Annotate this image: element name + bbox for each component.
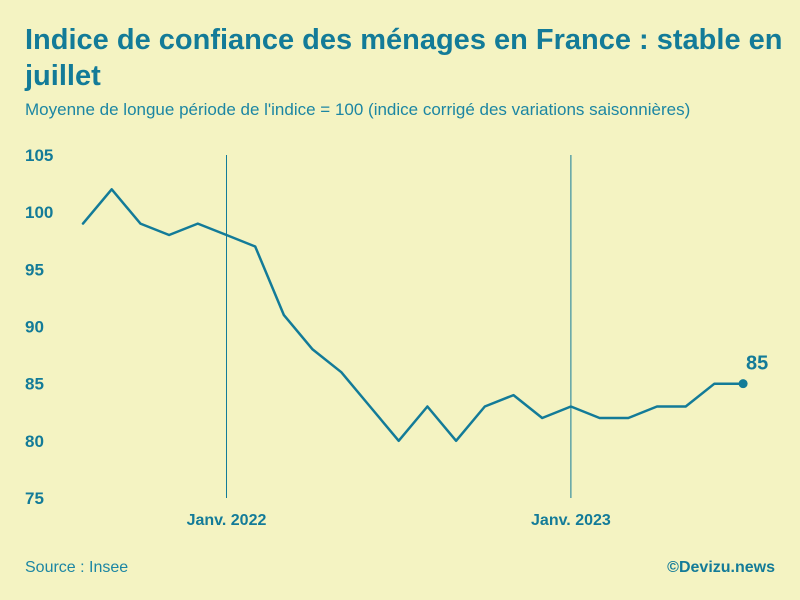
end-point-marker (738, 379, 748, 389)
chart-title: Indice de confiance des ménages en Franc… (25, 24, 783, 92)
y-tick-label: 80 (25, 432, 44, 451)
y-tick-label: 100 (25, 203, 53, 222)
y-tick-label: 75 (25, 489, 44, 508)
y-tick-label: 85 (25, 375, 44, 394)
x-tick-label: Janv. 2022 (187, 512, 267, 529)
end-value-label: 85 (746, 353, 768, 375)
x-tick-label: Janv. 2023 (531, 512, 611, 529)
chart-subtitle: Moyenne de longue période de l'indice = … (25, 100, 691, 119)
series-line (81, 188, 745, 443)
y-tick-label: 95 (25, 260, 44, 279)
brand-credit: ©Devizu.news (667, 559, 775, 576)
y-tick-label: 90 (25, 318, 44, 337)
y-tick-label: 105 (25, 146, 53, 165)
source-note: Source : Insee (25, 559, 129, 576)
